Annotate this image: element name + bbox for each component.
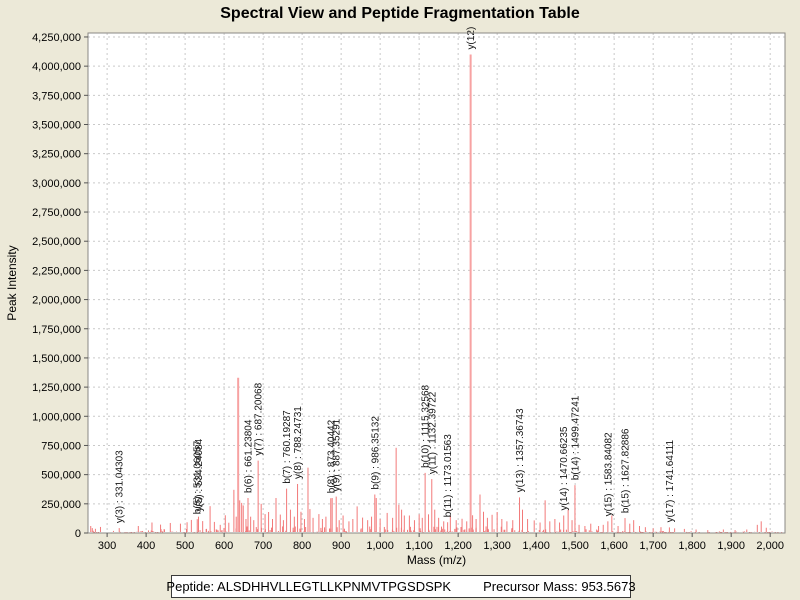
page-title: Spectral View and Peptide Fragmentation … — [220, 5, 580, 22]
x-axis-label: Mass (m/z) — [407, 553, 466, 567]
y-tick-label: 4,000,000 — [32, 61, 81, 73]
x-tick-label: 300 — [98, 540, 116, 552]
y-tick-label: 250,000 — [41, 499, 81, 511]
peak-label: b(5) : 531.06057 — [193, 440, 204, 514]
peak-label: y(7) : 687.20068 — [254, 382, 265, 455]
y-tick-label: 2,500,000 — [32, 236, 81, 248]
x-tick-label: 1,800 — [678, 540, 706, 552]
x-tick-label: 1,700 — [639, 540, 667, 552]
x-tick-label: 600 — [215, 540, 233, 552]
spectrum-peaks — [90, 377, 767, 532]
y-tick-label: 500,000 — [41, 470, 81, 482]
peak-label: b(9) : 986.35132 — [370, 416, 381, 490]
y-tick-label: 1,000,000 — [32, 411, 81, 423]
peak-label: y(11) : 1132.39722 — [427, 391, 438, 474]
peptide-info-box: Peptide: ALSDHHVLLEGTLLKPNMVTPGSDSPK Pre… — [166, 575, 636, 598]
peak-label: b(11) : 1173.01563 — [443, 434, 454, 517]
x-tick-label: 1,600 — [600, 540, 628, 552]
y-tick-label: 0 — [75, 528, 81, 540]
peak-label: b(6) : 661.23804 — [244, 419, 255, 493]
x-tick-label: 1,300 — [483, 540, 511, 552]
precursor-mass-label: Precursor Mass: 953.5673 — [483, 579, 636, 594]
y-tick-label: 2,750,000 — [32, 207, 81, 219]
peak-label: b(14) : 1499.47241 — [570, 395, 581, 480]
peak-label: y(9) : 887.35291 — [332, 418, 343, 491]
y-tick-label: 3,750,000 — [32, 90, 81, 102]
peak-label: y(14) : 1470.66235 — [559, 426, 570, 510]
gridlines — [88, 33, 785, 533]
x-tick-label: 400 — [137, 540, 155, 552]
y-tick-label: 3,500,000 — [32, 120, 81, 132]
y-axis-label: Peak Intensity — [5, 245, 19, 320]
y-tick-label: 3,250,000 — [32, 149, 81, 161]
y-tick-label: 1,250,000 — [32, 382, 81, 394]
x-tick-label: 1,200 — [444, 540, 472, 552]
y-tick-label: 750,000 — [41, 440, 81, 452]
x-tick-label: 1,400 — [522, 540, 550, 552]
peak-label: b(10) : 1115.32568 — [421, 384, 432, 467]
y-tick-label: 2,000,000 — [32, 295, 81, 307]
peak-label: y(12) — [466, 27, 477, 50]
peak-label: y(8) : 788.24731 — [293, 406, 304, 479]
peak-label: b(7) : 760.19287 — [282, 410, 293, 484]
peak-label: y(13) : 1357.36743 — [515, 408, 526, 492]
peak-label: y(3) : 331.04303 — [115, 450, 126, 523]
x-tick-label: 500 — [176, 540, 194, 552]
x-tick-label: 1,500 — [561, 540, 589, 552]
y-tick-label: 4,250,000 — [32, 32, 81, 44]
peptide-sequence-label: Peptide: ALSDHHVLLEGTLLKPNMVTPGSDSPK — [166, 579, 452, 594]
y-tick-label: 2,250,000 — [32, 265, 81, 277]
peak-label: b(8) : 873.40442 — [326, 419, 337, 493]
peak-label: y(5) : 534.24084 — [194, 438, 205, 511]
axes: 300 400 500 600 700 800 900 1,000 1,100 1,200 1,30… — [5, 32, 786, 567]
x-tick-label: 900 — [332, 540, 350, 552]
x-tick-label: 800 — [293, 540, 311, 552]
y-tick-label: 1,750,000 — [32, 324, 81, 336]
x-tick-label: 1,100 — [405, 540, 433, 552]
x-tick-label: 2,000 — [756, 540, 784, 552]
peak-label: y(15) : 1583.84082 — [603, 432, 614, 516]
y-tick-label: 1,500,000 — [32, 353, 81, 365]
x-tick-label: 1,000 — [366, 540, 394, 552]
peak-label: y(17) : 1741.64111 — [665, 439, 676, 522]
plot-area[interactable] — [88, 33, 785, 533]
y-tick-label: 3,000,000 — [32, 178, 81, 190]
peak-label: b(15) : 1627.82886 — [621, 428, 632, 513]
x-tick-label: 700 — [254, 540, 272, 552]
x-tick-label: 1,900 — [717, 540, 745, 552]
